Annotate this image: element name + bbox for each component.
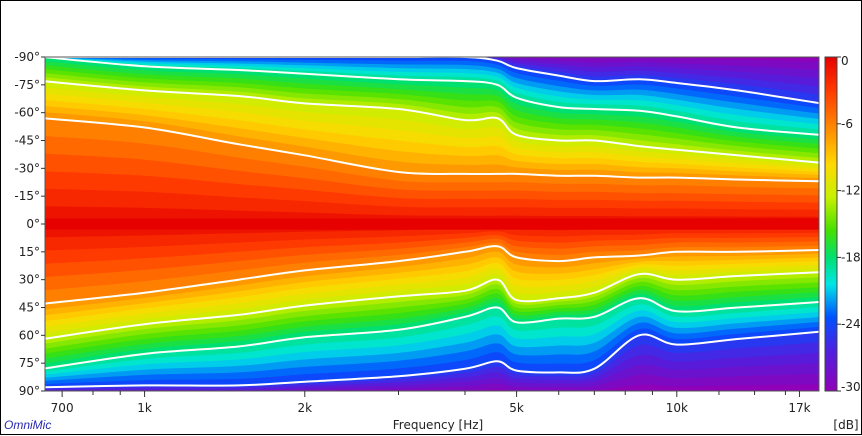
x-tick-label: 700 [51, 401, 74, 415]
contour-line-negative [45, 57, 819, 136]
y-tick-label: -60° [14, 106, 40, 120]
colorbar-tick-label: -12 [841, 184, 861, 198]
y-tick-label: -15° [14, 189, 40, 203]
y-tick-label: 45° [19, 301, 40, 315]
y-tick-label: -75° [14, 78, 40, 92]
x-axis-label: Frequency [Hz] [393, 418, 484, 432]
colorbar-label: [dB] [833, 418, 858, 432]
contour-line-negative [45, 117, 819, 183]
y-tick-label: -30° [14, 161, 40, 175]
contour-line-negative [45, 57, 819, 105]
y-axis: -90° -75° -60° -45° -30° -15° 0° 15° 30° 45° 60° 75… [14, 50, 45, 398]
brand-label: OmniMic [4, 418, 51, 432]
x-tick-label: 17k [788, 401, 810, 415]
colorbar-tick-label: -30 [841, 380, 861, 394]
x-tick-label: 2k [297, 401, 312, 415]
y-tick-label: -90° [14, 50, 40, 64]
contour-line-positive [45, 271, 819, 340]
y-tick-label: 0° [26, 217, 40, 231]
contour-line-positive [45, 330, 819, 389]
y-tick-label: 15° [19, 245, 40, 259]
level-band [45, 218, 819, 230]
contour-line-positive [45, 297, 819, 370]
colorbar-tick-label: -18 [841, 250, 861, 264]
contour-line-positive [45, 245, 819, 305]
colorbar-tick-label: 0 [841, 54, 849, 68]
y-tick-label: 75° [19, 356, 40, 370]
y-tick-label: 60° [19, 328, 40, 342]
colorbar-tick-label: -6 [841, 117, 853, 131]
x-tick-label: 10k [666, 401, 688, 415]
colorbar-tick-label: -24 [841, 317, 861, 331]
colorbar-axis: 0 -6 -12 -18 -24 -30 [837, 54, 861, 394]
x-axis: 700 1k 2k 5k 10k 17k [51, 391, 811, 415]
y-tick-label: 30° [19, 273, 40, 287]
heatmap-fills [45, 57, 819, 391]
colorbar [824, 56, 838, 392]
y-tick-label: 90° [19, 384, 40, 398]
contour-line-negative [45, 80, 819, 164]
x-tick-label: 1k [137, 401, 152, 415]
x-tick-label: 5k [509, 401, 524, 415]
contour-lines [45, 57, 819, 389]
y-tick-label: -45° [14, 134, 40, 148]
